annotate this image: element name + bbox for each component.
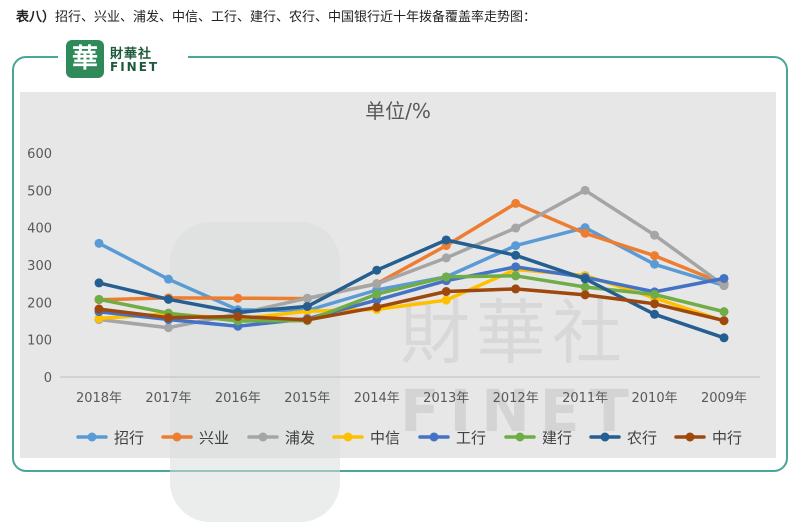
data-point [511, 250, 521, 260]
legend-label: 农行 [627, 429, 657, 447]
data-point [302, 301, 312, 311]
data-point [94, 238, 104, 248]
legend-marker [685, 432, 695, 442]
data-point [163, 294, 173, 304]
legend-marker [600, 432, 610, 442]
data-point [163, 274, 173, 284]
x-tick-label: 2017年 [145, 391, 191, 406]
x-tick-label: 2018年 [76, 391, 122, 406]
x-tick-label: 2011年 [562, 391, 608, 406]
series-line [98, 238, 725, 340]
x-tick-label: 2015年 [284, 391, 330, 406]
data-point [511, 284, 521, 294]
series-line [98, 287, 725, 323]
data-point [650, 299, 660, 309]
data-point [94, 294, 104, 304]
data-point [719, 273, 729, 283]
data-point [650, 289, 660, 299]
data-point [511, 198, 521, 208]
data-point [580, 274, 590, 284]
y-tick-label: 200 [27, 296, 52, 311]
series-line [98, 267, 725, 323]
y-tick-label: 300 [27, 259, 52, 274]
watermark-en: FINET [400, 377, 639, 445]
data-point [719, 333, 729, 343]
y-tick-label: 100 [27, 334, 52, 349]
data-point [233, 293, 243, 303]
watermark-logo-shape [170, 222, 340, 522]
data-point [302, 293, 312, 303]
chart-title: 单位/% [365, 99, 431, 123]
data-point [580, 228, 590, 238]
data-point [372, 279, 382, 289]
finet-logo: 華 財華社 FINET [58, 38, 188, 82]
x-tick-label: 2009年 [701, 391, 747, 406]
chart-caption: 表八）招行、兴业、浦发、中信、工行、建行、农行、中国银行近十年拨备覆盖率走势图： [16, 6, 536, 25]
caption-prefix: 表八） [16, 10, 56, 25]
legend-label: 浦发 [285, 429, 315, 447]
data-point [650, 230, 660, 240]
logo-mark-icon: 華 [66, 40, 104, 78]
data-point [441, 295, 451, 305]
data-point [233, 312, 243, 322]
legend-label: 招行 [114, 429, 144, 447]
legend-marker [515, 432, 525, 442]
legend-marker [343, 432, 353, 442]
data-point [511, 241, 521, 251]
legend-label: 兴业 [199, 429, 229, 447]
legend-marker [429, 432, 439, 442]
series-line [98, 201, 725, 302]
line-chart: 单位/% 0 100 200 300 400 500 600 2018年 2017年 2016年 20… [27, 99, 760, 447]
data-point [372, 265, 382, 275]
series-line [98, 265, 725, 328]
caption-text: 招行、兴业、浦发、中信、工行、建行、农行、中国银行近十年拨备覆盖率走势图： [55, 10, 537, 25]
data-point [94, 278, 104, 288]
data-point [580, 290, 590, 300]
data-point [511, 262, 521, 272]
data-point [719, 316, 729, 326]
data-point [650, 251, 660, 261]
x-tick-label: 2014年 [354, 391, 400, 406]
legend-marker [172, 432, 182, 442]
data-point [511, 223, 521, 233]
legend-marker [258, 432, 268, 442]
data-point [441, 253, 451, 263]
data-point [580, 185, 590, 195]
y-tick-label: 500 [27, 184, 52, 199]
legend-label: 中信 [370, 429, 400, 447]
data-point [94, 304, 104, 314]
x-tick-label: 2010年 [632, 391, 678, 406]
legend-label: 工行 [456, 429, 486, 447]
data-point [94, 313, 104, 323]
data-point [650, 309, 660, 319]
data-point [719, 281, 729, 291]
data-point [580, 282, 590, 292]
logo-name: 財華社 [110, 47, 153, 62]
x-tick-label: 2016年 [215, 391, 261, 406]
logo-sub: FINET [110, 60, 160, 74]
data-point [719, 307, 729, 317]
plot-area: 財華社 FINET [20, 92, 776, 522]
y-tick-label: 400 [27, 222, 52, 237]
data-point [372, 289, 382, 299]
data-point [163, 323, 173, 333]
data-point [163, 313, 173, 323]
y-tick-label: 0 [44, 371, 52, 386]
data-point [372, 302, 382, 312]
legend-marker [87, 432, 97, 442]
legend-label: 中行 [712, 429, 742, 447]
data-point [302, 315, 312, 325]
data-point [441, 235, 451, 245]
data-point [650, 259, 660, 269]
watermark-cn: 財華社 [400, 292, 628, 374]
data-point [511, 271, 521, 281]
x-tick-label: 2012年 [493, 391, 539, 406]
y-tick-label: 600 [27, 147, 52, 162]
x-tick-label: 2013年 [423, 391, 469, 406]
data-point [441, 287, 451, 297]
legend-label: 建行 [542, 429, 572, 447]
series-line [98, 188, 726, 330]
data-point [441, 272, 451, 282]
